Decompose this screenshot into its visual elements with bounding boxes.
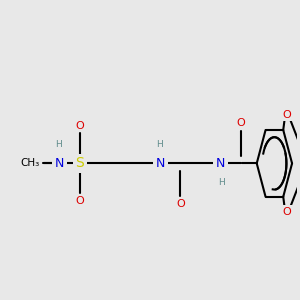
Text: O: O	[236, 118, 245, 128]
Text: O: O	[283, 110, 292, 120]
Text: O: O	[75, 196, 84, 206]
Text: O: O	[176, 199, 185, 208]
Text: O: O	[283, 207, 292, 217]
Text: H: H	[218, 178, 225, 187]
Text: N: N	[216, 157, 225, 170]
Text: S: S	[75, 156, 84, 170]
Text: H: H	[55, 140, 62, 149]
Text: H: H	[156, 140, 163, 149]
Text: CH₃: CH₃	[20, 158, 40, 168]
Text: N: N	[156, 157, 165, 170]
Text: O: O	[75, 121, 84, 131]
Text: N: N	[55, 157, 64, 170]
